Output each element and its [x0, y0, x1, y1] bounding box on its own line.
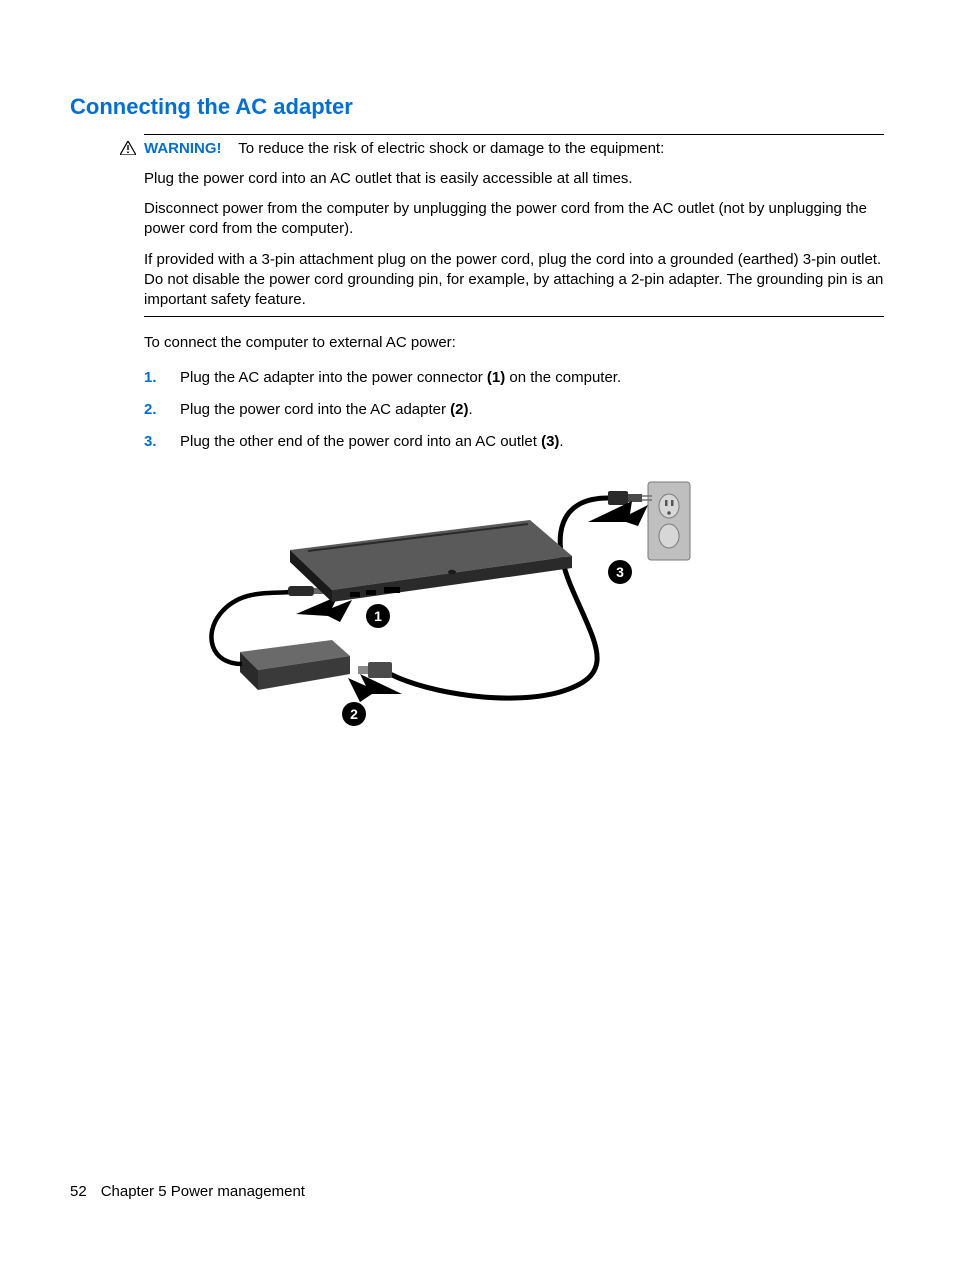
svg-text:2: 2 — [350, 706, 358, 722]
step-3-text-c: . — [559, 433, 563, 450]
laptop-icon — [290, 520, 572, 602]
step-1-ref: (1) — [487, 369, 505, 386]
callout-2: 2 — [342, 702, 366, 726]
page-number: 52 — [70, 1183, 87, 1200]
svg-text:1: 1 — [374, 608, 382, 624]
step-2: Plug the power cord into the AC adapter … — [144, 400, 884, 420]
warning-p2: Disconnect power from the computer by un… — [144, 199, 884, 240]
step-2-ref: (2) — [450, 401, 468, 418]
warning-intro — [226, 140, 239, 157]
warning-block: WARNING! To reduce the risk of electric … — [144, 134, 884, 318]
lead-paragraph: To connect the computer to external AC p… — [144, 333, 884, 353]
callout-3: 3 — [608, 560, 632, 584]
warning-p3: If provided with a 3-pin attachment plug… — [144, 250, 884, 311]
step-1-text-a: Plug the AC adapter into the power conne… — [180, 369, 487, 386]
page-footer: 52 Chapter 5 Power management — [70, 1182, 305, 1202]
ac-adapter-icon — [240, 640, 350, 690]
svg-text:3: 3 — [616, 564, 624, 580]
connection-diagram: 1 2 3 — [200, 474, 884, 760]
warning-icon — [120, 141, 136, 161]
step-1-text-c: on the computer. — [505, 369, 621, 386]
step-2-text-c: . — [469, 401, 473, 418]
step-3-ref: (3) — [541, 433, 559, 450]
callout-1: 1 — [366, 604, 390, 628]
step-3: Plug the other end of the power cord int… — [144, 432, 884, 452]
warning-intro-text: To reduce the risk of electric shock or … — [238, 140, 664, 157]
steps-list: Plug the AC adapter into the power conne… — [144, 368, 884, 453]
section-title: Connecting the AC adapter — [70, 92, 884, 122]
step-3-text-a: Plug the other end of the power cord int… — [180, 433, 541, 450]
warning-label: WARNING! — [144, 140, 222, 157]
step-1: Plug the AC adapter into the power conne… — [144, 368, 884, 388]
step-2-text-a: Plug the power cord into the AC adapter — [180, 401, 450, 418]
warning-p1: Plug the power cord into an AC outlet th… — [144, 169, 884, 189]
wall-outlet-icon — [648, 482, 690, 560]
chapter-label: Chapter 5 Power management — [101, 1183, 305, 1200]
